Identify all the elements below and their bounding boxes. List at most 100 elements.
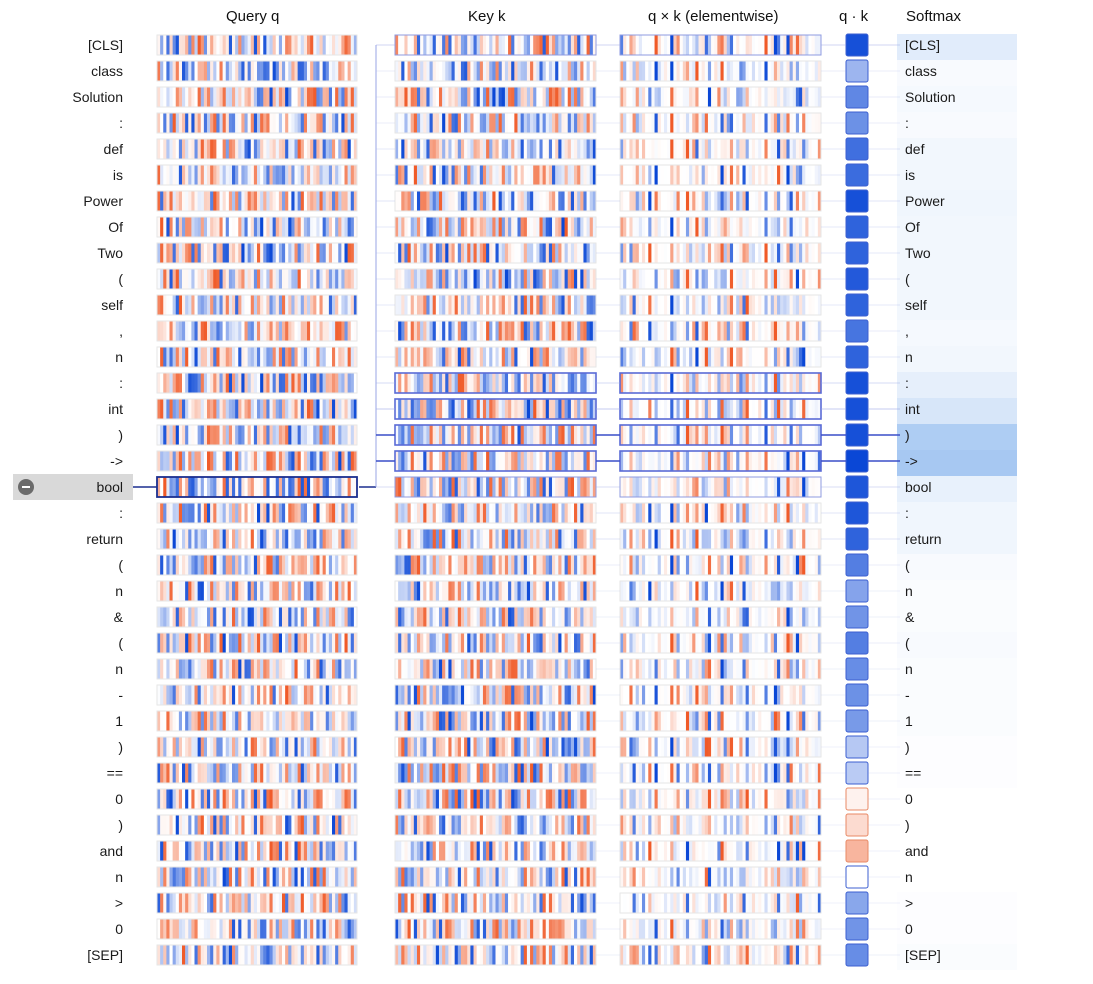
key-token[interactable]: n bbox=[897, 580, 1017, 606]
query-token[interactable]: Solution bbox=[72, 89, 123, 105]
query-token[interactable]: bool bbox=[96, 479, 123, 495]
query-token[interactable]: int bbox=[108, 401, 123, 417]
query-token[interactable]: 1 bbox=[115, 713, 123, 729]
vector-cell bbox=[278, 529, 283, 549]
query-token[interactable]: Of bbox=[108, 219, 123, 235]
key-token[interactable]: ) bbox=[897, 736, 1017, 762]
key-token[interactable]: ( bbox=[897, 632, 1017, 658]
key-token[interactable]: bool bbox=[897, 476, 1017, 502]
query-token[interactable]: n bbox=[115, 869, 123, 885]
query-token[interactable]: ( bbox=[118, 557, 123, 573]
vector-cell bbox=[278, 295, 283, 315]
vector-cell bbox=[799, 243, 803, 263]
key-token[interactable]: int bbox=[897, 398, 1017, 424]
query-token[interactable]: n bbox=[115, 349, 123, 365]
vector-cell bbox=[282, 61, 286, 81]
query-token[interactable]: ( bbox=[118, 635, 123, 651]
query-token[interactable]: [SEP] bbox=[87, 947, 123, 963]
vector-cell bbox=[197, 269, 202, 289]
vector-cell bbox=[445, 555, 449, 575]
query-token[interactable]: == bbox=[106, 765, 123, 781]
key-token[interactable]: n bbox=[897, 346, 1017, 372]
vector-cell bbox=[558, 373, 562, 393]
vector-cell bbox=[451, 659, 455, 679]
key-token[interactable]: ) bbox=[905, 817, 910, 833]
key-token[interactable]: class bbox=[897, 60, 1017, 86]
key-token[interactable]: ( bbox=[897, 268, 1017, 294]
key-token[interactable]: : bbox=[897, 372, 1017, 398]
vector-cell bbox=[353, 555, 358, 575]
key-token[interactable]: Of bbox=[897, 216, 1017, 242]
query-token[interactable]: n bbox=[115, 661, 123, 677]
query-token[interactable]: self bbox=[101, 297, 123, 313]
query-token[interactable]: Two bbox=[97, 245, 123, 261]
vector-cell bbox=[467, 425, 471, 445]
vector-cell bbox=[523, 165, 528, 185]
key-token[interactable]: > bbox=[897, 892, 1017, 918]
key-token[interactable]: -> bbox=[897, 450, 1017, 476]
key-token[interactable]: Two bbox=[897, 242, 1017, 268]
key-token[interactable]: , bbox=[897, 320, 1017, 346]
key-token[interactable]: ( bbox=[897, 554, 1017, 580]
key-token[interactable]: 0 bbox=[897, 918, 1017, 944]
query-token[interactable]: ) bbox=[118, 427, 123, 443]
key-token[interactable]: == bbox=[897, 762, 1017, 788]
key-token[interactable]: return bbox=[897, 528, 1017, 554]
vector-cell bbox=[407, 61, 411, 81]
query-token[interactable]: ) bbox=[118, 817, 123, 833]
query-token[interactable]: : bbox=[119, 115, 123, 131]
query-token[interactable]: - bbox=[118, 687, 123, 703]
query-token[interactable]: def bbox=[103, 141, 123, 157]
vector-cell bbox=[777, 113, 781, 133]
vector-cell bbox=[347, 61, 352, 81]
key-token[interactable]: 1 bbox=[897, 710, 1017, 736]
query-token[interactable]: -> bbox=[110, 453, 123, 469]
query-token[interactable]: 0 bbox=[115, 791, 123, 807]
vector-cell bbox=[717, 425, 721, 445]
minus-circle-icon[interactable] bbox=[18, 479, 34, 495]
key-token[interactable]: [SEP] bbox=[897, 944, 1017, 970]
vector-cell bbox=[795, 633, 800, 653]
key-token[interactable]: : bbox=[897, 112, 1017, 138]
vector-cell bbox=[216, 633, 220, 653]
vector-cell bbox=[501, 477, 506, 497]
vector-cell bbox=[407, 451, 411, 471]
vector-cell bbox=[410, 191, 415, 211]
key-token[interactable]: n bbox=[905, 869, 913, 885]
key-token[interactable]: : bbox=[897, 502, 1017, 528]
query-token[interactable]: , bbox=[119, 323, 123, 339]
vector-cell bbox=[552, 87, 556, 107]
query-token[interactable]: [CLS] bbox=[87, 37, 123, 53]
query-token[interactable]: class bbox=[91, 63, 123, 79]
key-token[interactable]: Solution bbox=[897, 86, 1017, 112]
query-token[interactable]: ) bbox=[118, 739, 123, 755]
key-token[interactable]: ) bbox=[897, 424, 1017, 450]
key-token[interactable]: [CLS] bbox=[897, 34, 1017, 60]
query-token[interactable]: and bbox=[99, 843, 123, 859]
query-token[interactable]: : bbox=[119, 505, 123, 521]
vector-cell bbox=[460, 139, 465, 159]
query-token[interactable]: Power bbox=[83, 193, 123, 209]
key-token[interactable]: n bbox=[897, 658, 1017, 684]
vector-cell bbox=[714, 607, 718, 627]
query-token[interactable]: 0 bbox=[115, 921, 123, 937]
query-token[interactable]: : bbox=[119, 375, 123, 391]
query-token[interactable]: > bbox=[114, 895, 123, 911]
key-token[interactable]: def bbox=[897, 138, 1017, 164]
key-token[interactable]: - bbox=[897, 684, 1017, 710]
vector-cell bbox=[228, 451, 233, 471]
query-token[interactable]: & bbox=[113, 609, 123, 625]
vector-cell bbox=[561, 529, 565, 549]
key-token[interactable]: Power bbox=[897, 190, 1017, 216]
query-token[interactable]: ( bbox=[118, 271, 123, 287]
key-token[interactable]: and bbox=[905, 843, 929, 859]
query-token[interactable]: return bbox=[86, 531, 123, 547]
key-token[interactable]: is bbox=[897, 164, 1017, 190]
vector-cell bbox=[679, 633, 684, 653]
query-token[interactable]: is bbox=[112, 167, 123, 183]
query-token[interactable]: n bbox=[115, 583, 123, 599]
key-token[interactable]: & bbox=[897, 606, 1017, 632]
vector-cell bbox=[163, 477, 167, 497]
key-token[interactable]: 0 bbox=[905, 791, 913, 807]
key-token[interactable]: self bbox=[897, 294, 1017, 320]
